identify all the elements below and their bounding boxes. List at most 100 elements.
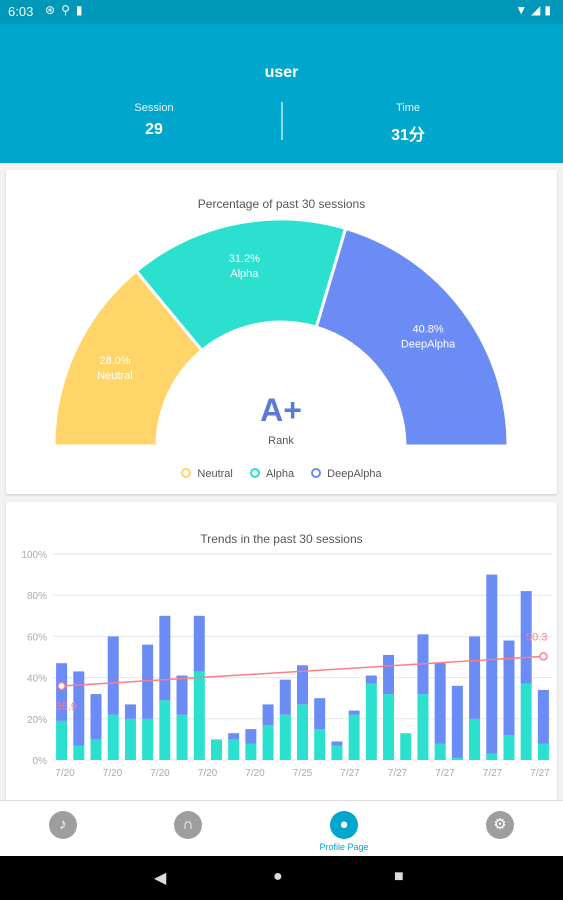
- bar-deepalpha: [56, 663, 68, 721]
- y-tick-label: 20%: [27, 715, 47, 726]
- sd-card-icon: ▮: [75, 3, 89, 17]
- rank-value: A+: [260, 392, 302, 428]
- headphones-icon: ∩: [174, 811, 202, 839]
- gauge-legend: Neutral Alpha DeepAlpha: [6, 468, 557, 480]
- trend-card: Trends in the past 30 sessions 0% 20% 40% 6…: [6, 502, 557, 807]
- gauge-slice-label: Alpha: [230, 268, 259, 280]
- bar-alpha: [107, 714, 119, 760]
- battery-icon: ▮: [544, 3, 555, 17]
- bar-alpha: [56, 720, 68, 760]
- bar-alpha: [486, 753, 498, 760]
- bar-alpha: [296, 704, 309, 760]
- bar-deepalpha: [262, 704, 274, 725]
- rank-label: Rank: [268, 435, 294, 447]
- bar-alpha: [73, 745, 85, 760]
- bar-deepalpha: [451, 685, 463, 758]
- bar-alpha: [314, 729, 326, 760]
- nav-headphones[interactable]: ∩: [148, 811, 228, 839]
- bar-deepalpha: [279, 679, 291, 715]
- nav-settings[interactable]: ⚙: [460, 811, 540, 839]
- bar-alpha: [331, 745, 343, 760]
- bar-alpha: [159, 700, 171, 760]
- gauge-slice-value: 31.2%: [229, 253, 260, 265]
- nav-profile-label: Profile Page: [319, 842, 369, 852]
- bar-alpha: [417, 694, 429, 760]
- bar-deepalpha: [124, 704, 136, 719]
- bar-alpha: [245, 743, 257, 760]
- username: user: [264, 64, 299, 81]
- bar-alpha: [262, 724, 274, 760]
- x-tick-label: 7/27: [435, 768, 455, 779]
- bar-deepalpha: [142, 644, 154, 719]
- home-icon[interactable]: ●: [273, 868, 283, 885]
- profile-header: user Session 29 Time 31分: [0, 24, 563, 163]
- settings-icon: ⚙: [486, 811, 514, 839]
- x-tick-label: 7/27: [483, 768, 503, 779]
- y-tick-label: 40%: [27, 674, 47, 685]
- gauge-slice-label: DeepAlpha: [401, 338, 456, 350]
- bar-deepalpha: [176, 675, 188, 715]
- bar-deepalpha: [90, 694, 102, 740]
- bar-alpha: [124, 718, 136, 760]
- nav-profile[interactable]: ● Profile Page: [304, 811, 384, 852]
- bar-alpha: [434, 743, 446, 760]
- gauge-slice-value: 40.8%: [412, 323, 443, 335]
- bar-alpha: [469, 718, 481, 760]
- x-tick-label: 7/27: [530, 768, 550, 779]
- alpha-ring-icon: [249, 468, 260, 478]
- gauge-title: Percentage of past 30 sessions: [197, 197, 366, 211]
- gauge-slice-value: 28.0%: [99, 355, 130, 367]
- wifi-icon: ▼: [515, 3, 532, 17]
- bar-deepalpha: [193, 615, 205, 672]
- bar-deepalpha: [159, 615, 171, 701]
- bar-deepalpha: [537, 689, 549, 744]
- bar-deepalpha: [469, 636, 481, 719]
- x-tick-label: 7/25: [293, 768, 313, 779]
- bar-deepalpha: [365, 675, 377, 684]
- bar-alpha: [365, 683, 377, 760]
- legend-neutral: Neutral: [181, 468, 233, 480]
- y-tick-label: 0%: [33, 756, 48, 767]
- usb-icon: ⚲: [61, 3, 76, 17]
- bar-deepalpha: [434, 663, 446, 744]
- bar-alpha: [176, 714, 188, 760]
- gauge-card: Percentage of past 30 sessions 28.0% Neut…: [6, 170, 557, 494]
- bar-deepalpha: [73, 671, 85, 746]
- trend-end-label: 50.3: [526, 631, 547, 643]
- bar-alpha: [383, 694, 395, 760]
- trend-chart: 0% 20% 40% 60% 80% 100% 35.9 50.3 7/20 7/20 7/20…: [21, 550, 552, 779]
- legend-neutral-label: Neutral: [197, 468, 233, 480]
- y-tick-label: 60%: [27, 632, 47, 643]
- system-navigation-bar: ◀ ● ■: [0, 856, 563, 900]
- profile-icon: ●: [330, 811, 358, 839]
- recents-icon[interactable]: ■: [394, 868, 404, 885]
- trend-title: Trends in the past 30 sessions: [200, 532, 363, 546]
- bar-alpha: [451, 757, 463, 760]
- bar-alpha: [537, 743, 549, 760]
- y-tick-label: 80%: [27, 591, 47, 602]
- bar-alpha: [348, 714, 360, 760]
- header-divider: [281, 102, 283, 140]
- bar-deepalpha: [331, 741, 343, 746]
- bar-deepalpha: [296, 665, 309, 705]
- bar-deepalpha: [383, 654, 395, 695]
- back-icon[interactable]: ◀: [154, 870, 167, 887]
- time-stat: Time 31分: [318, 102, 498, 145]
- x-tick-label: 7/20: [103, 768, 123, 779]
- neutral-ring-icon: [181, 468, 192, 478]
- bar-alpha: [400, 733, 412, 760]
- bar-deepalpha: [107, 636, 119, 715]
- nav-music[interactable]: ♪: [23, 811, 103, 839]
- bar-alpha: [90, 739, 102, 760]
- status-bar: 6:03 ⊛⚲▮ ▼◢▮: [0, 0, 563, 24]
- bar-deepalpha: [503, 640, 515, 736]
- y-tick-label: 100%: [21, 550, 47, 561]
- x-tick-label: 7/20: [245, 768, 265, 779]
- legend-deepalpha-label: DeepAlpha: [327, 468, 382, 480]
- x-tick-label: 7/27: [340, 768, 360, 779]
- x-tick-label: 7/20: [55, 768, 75, 779]
- x-tick-label: 7/20: [150, 768, 170, 779]
- bar-alpha: [503, 735, 515, 760]
- legend-alpha: Alpha: [249, 468, 294, 480]
